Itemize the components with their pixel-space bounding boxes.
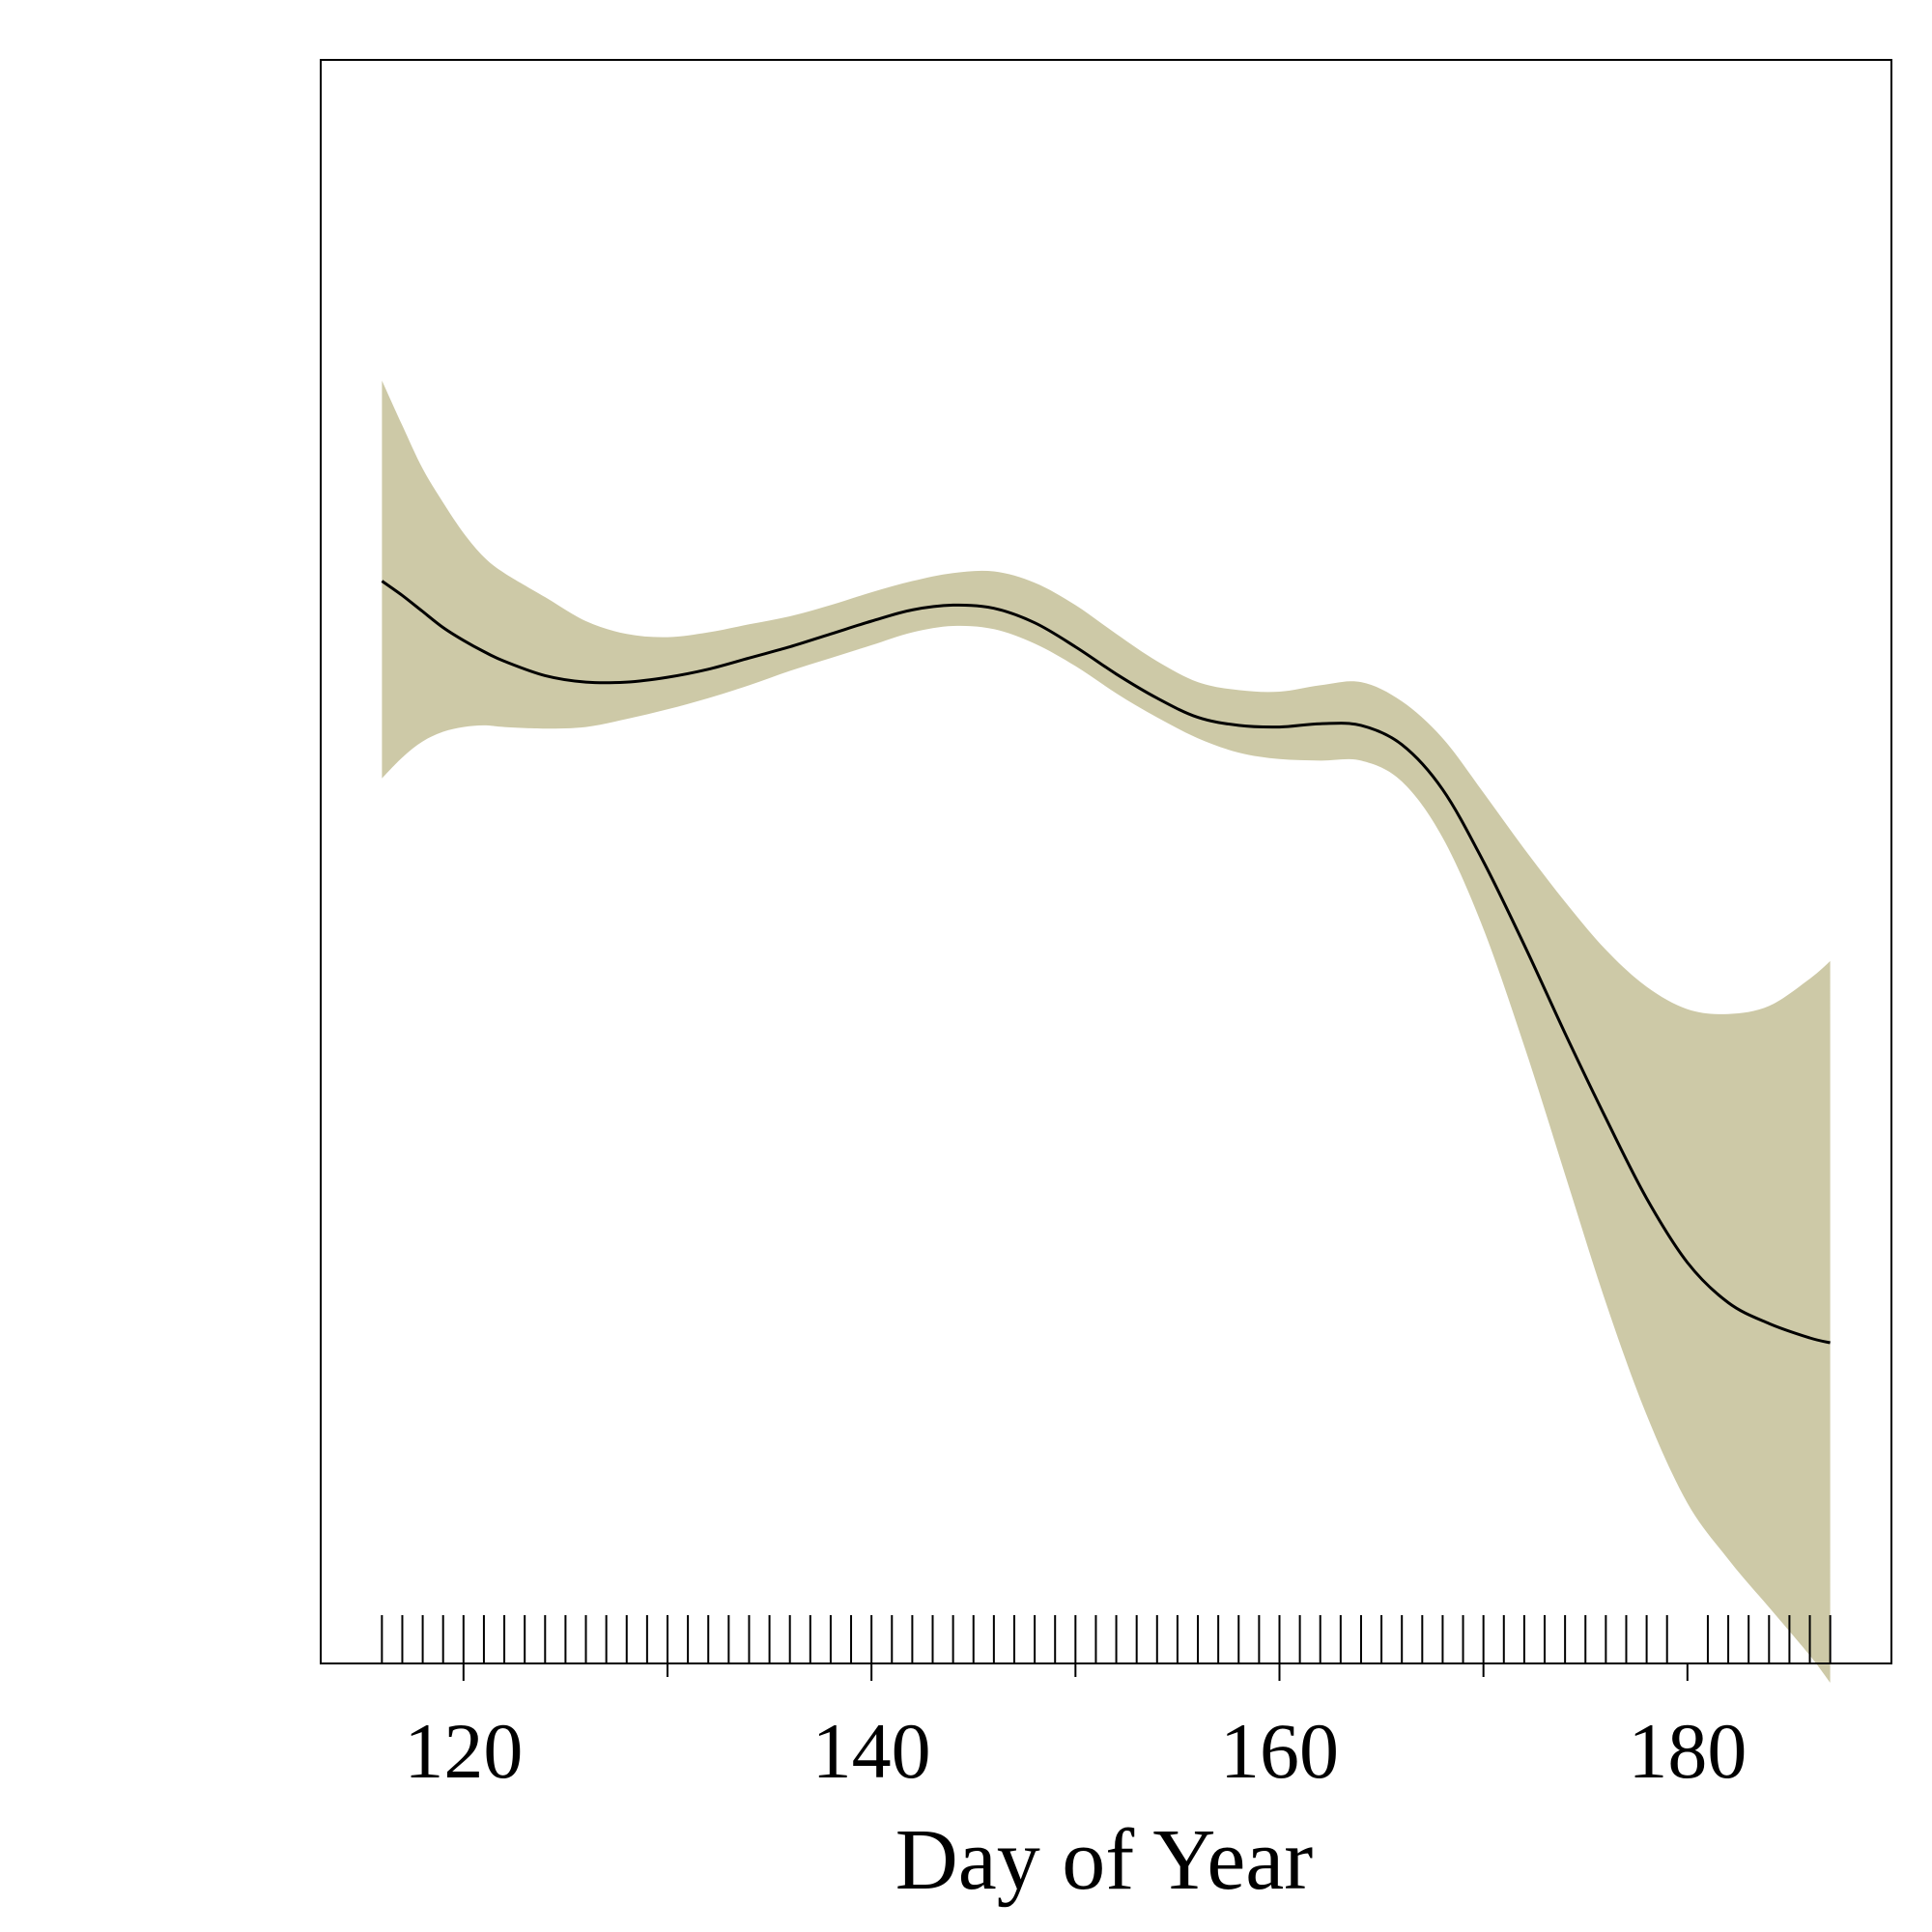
plot-frame bbox=[320, 59, 1892, 1664]
confidence-band-layer bbox=[382, 381, 1831, 1683]
x-tick-label: 180 bbox=[1628, 1707, 1747, 1795]
x-axis-label: Day of Year bbox=[895, 1812, 1313, 1908]
x-tick-label: 160 bbox=[1220, 1707, 1339, 1795]
x-tick-label: 120 bbox=[404, 1707, 523, 1795]
fitted-line bbox=[381, 580, 1831, 1345]
confidence-band bbox=[382, 381, 1831, 1683]
x-axis: 120 140 160 180 bbox=[404, 1663, 1747, 1795]
fitted-line-layer bbox=[381, 580, 1831, 1345]
x-tick-label: 140 bbox=[812, 1707, 931, 1795]
rug-layer bbox=[381, 1615, 1832, 1663]
